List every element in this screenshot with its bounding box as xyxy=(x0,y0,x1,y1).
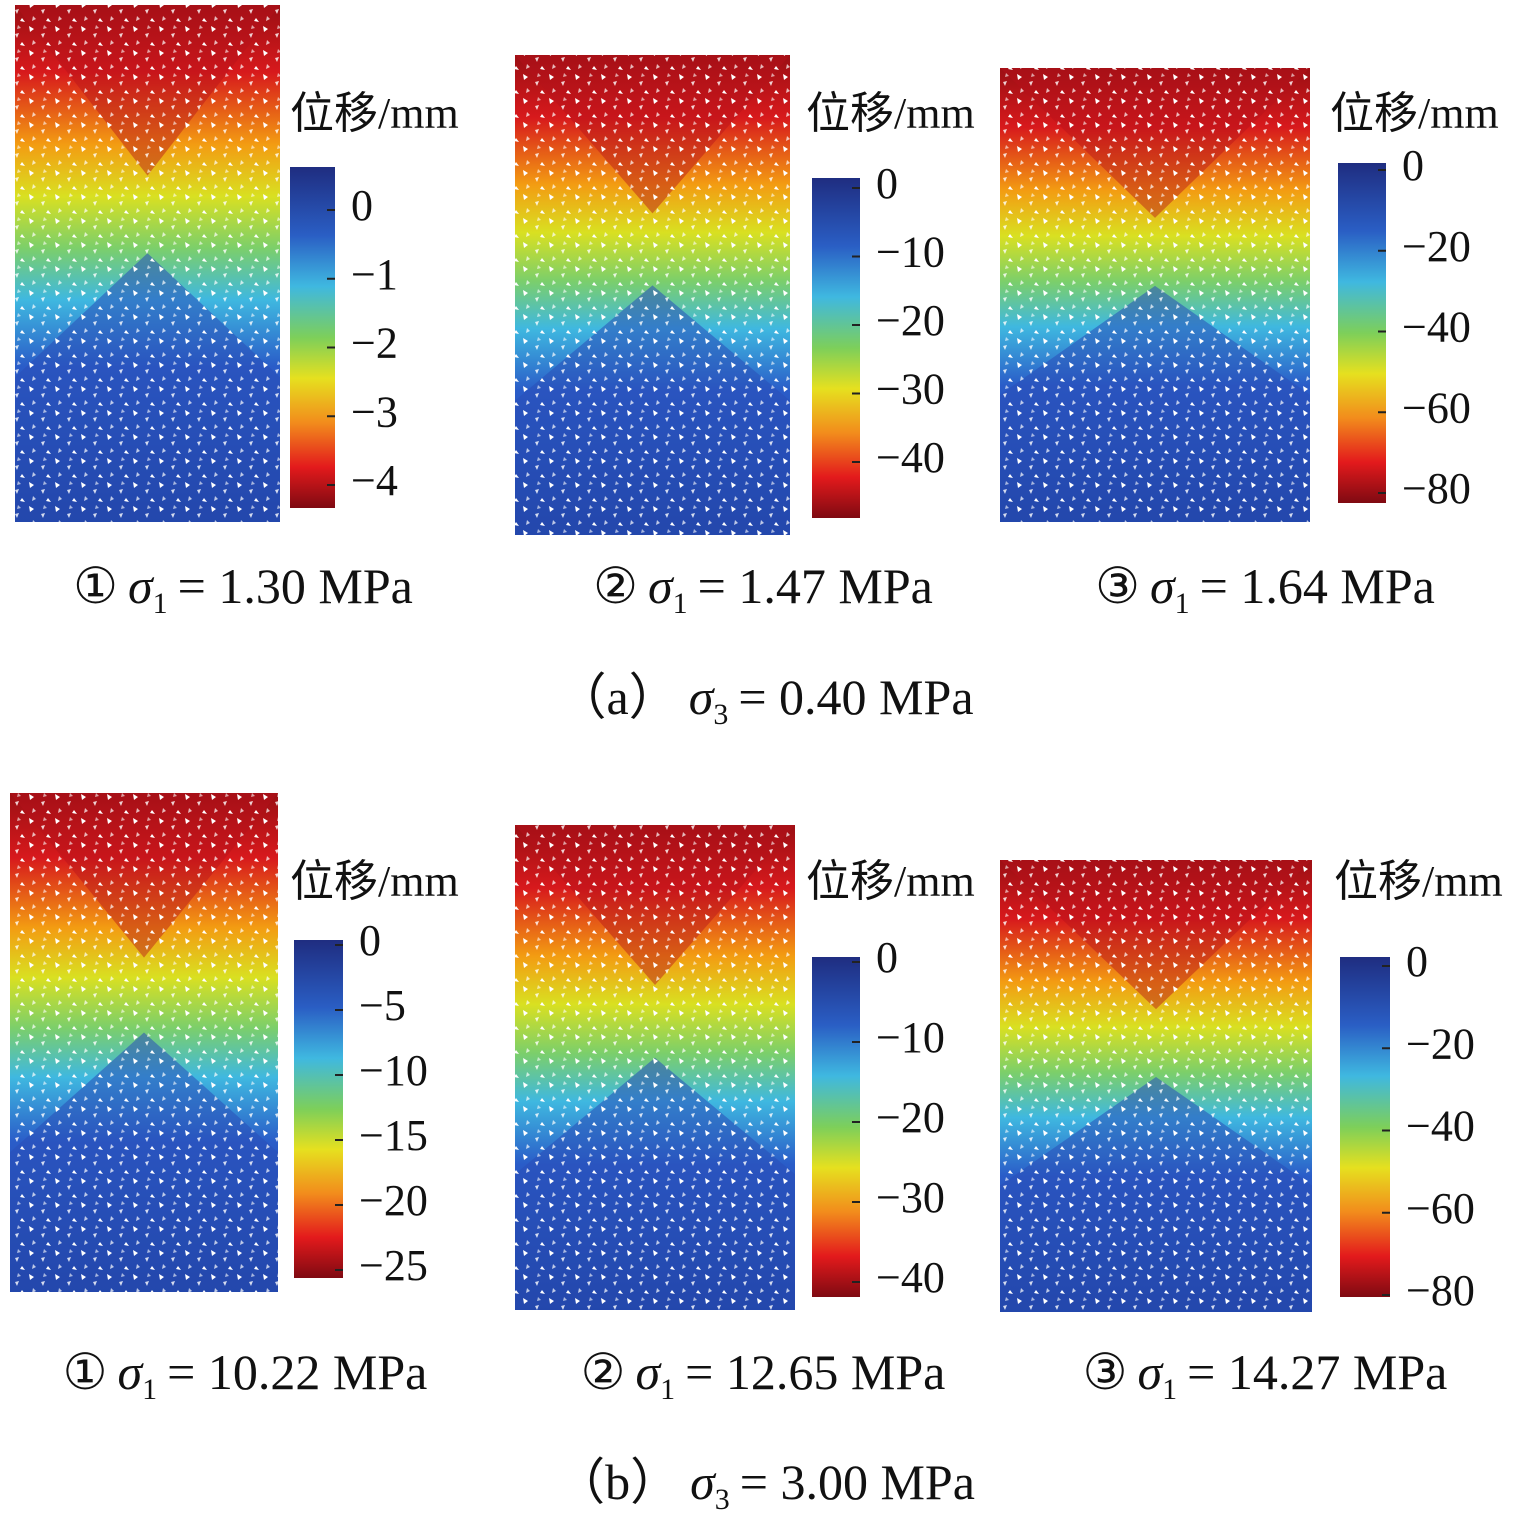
colorbar-tick-label: 0 xyxy=(1402,141,1424,190)
colorbar-tick-label: −80 xyxy=(1406,1266,1475,1315)
caption-marker: ① xyxy=(73,558,118,614)
colorbar-title: 位移/mm xyxy=(806,857,975,906)
caption: ② σ1 = 1.47 MPa xyxy=(593,558,933,619)
caption-marker: ② xyxy=(581,1344,626,1400)
caption-symbol: σ xyxy=(128,558,155,614)
colorbar-tick-label: −5 xyxy=(359,981,406,1030)
colorbar-tick-label: −25 xyxy=(359,1241,428,1290)
colorbar-tick-label: −40 xyxy=(1402,303,1471,352)
colorbar-tick-label: −2 xyxy=(351,319,398,368)
caption: ③ σ1 = 14.27 MPa xyxy=(1083,1344,1448,1405)
colorbar-title: 位移/mm xyxy=(806,89,975,138)
particle-texture xyxy=(515,55,790,535)
caption-sub: 1 xyxy=(660,1373,675,1406)
caption-symbol: σ xyxy=(1150,558,1177,614)
caption-symbol: σ xyxy=(689,669,716,725)
caption-sub: 1 xyxy=(1162,1373,1177,1406)
particle-texture xyxy=(1000,860,1312,1312)
colorbar-tick-label: −10 xyxy=(876,228,945,277)
caption-text: = 1.30 MPa xyxy=(178,558,413,614)
caption-symbol: σ xyxy=(690,1454,717,1510)
caption-text: = 3.00 MPa xyxy=(740,1454,975,1510)
colorbar-title: 位移/mm xyxy=(290,89,459,138)
particle-texture xyxy=(10,793,278,1292)
caption-text: = 10.22 MPa xyxy=(167,1344,427,1400)
caption: （b） σ3 = 3.00 MPa xyxy=(555,1454,975,1515)
caption-symbol: σ xyxy=(648,558,675,614)
colorbar-tick-label: −40 xyxy=(876,433,945,482)
caption-symbol: σ xyxy=(1138,1344,1165,1400)
colorbar-tick-label: −10 xyxy=(359,1046,428,1095)
colorbar-tick-label: −20 xyxy=(1402,222,1471,271)
colorbar-tick-label: −20 xyxy=(359,1176,428,1225)
colorbar-tick-label: −1 xyxy=(351,250,398,299)
caption-text: = 14.27 MPa xyxy=(1187,1344,1447,1400)
colorbar-tick-label: −30 xyxy=(876,1173,945,1222)
colorbar-tick-label: −20 xyxy=(876,1093,945,1142)
caption-symbol: σ xyxy=(118,1344,145,1400)
colorbar-title: 位移/mm xyxy=(1330,89,1499,138)
colorbar xyxy=(290,167,335,508)
caption: ③ σ1 = 1.64 MPa xyxy=(1095,558,1435,619)
particle-texture xyxy=(515,825,795,1310)
colorbar-tick-label: 0 xyxy=(1406,937,1428,986)
colorbar xyxy=(294,940,343,1278)
caption-prefix: （a） xyxy=(556,669,678,725)
caption-text: = 1.47 MPa xyxy=(698,558,933,614)
caption-prefix: （b） xyxy=(555,1454,680,1510)
caption: ① σ1 = 1.30 MPa xyxy=(73,558,413,619)
colorbar-tick-label: −60 xyxy=(1402,383,1471,432)
caption-sub: 1 xyxy=(153,587,168,620)
colorbar-tick-label: −10 xyxy=(876,1013,945,1062)
colorbar-tick-label: 0 xyxy=(351,181,373,230)
caption-text: = 0.40 MPa xyxy=(738,669,973,725)
colorbar-tick-label: −40 xyxy=(876,1253,945,1302)
colorbar-tick-label: −4 xyxy=(351,456,398,505)
particle-texture xyxy=(1000,68,1310,522)
caption-marker: ② xyxy=(593,558,638,614)
colorbar-tick-label: −40 xyxy=(1406,1102,1475,1151)
caption-text: = 12.65 MPa xyxy=(685,1344,945,1400)
colorbar xyxy=(1340,957,1390,1297)
caption-marker: ③ xyxy=(1083,1344,1128,1400)
colorbar-tick-label: 0 xyxy=(359,916,381,965)
particle-texture xyxy=(15,5,280,522)
colorbar-tick-label: −20 xyxy=(1406,1019,1475,1068)
colorbar-title: 位移/mm xyxy=(1334,857,1503,906)
caption-symbol: σ xyxy=(636,1344,663,1400)
colorbar-tick-label: −15 xyxy=(359,1111,428,1160)
caption: ① σ1 = 10.22 MPa xyxy=(63,1344,428,1405)
caption-sub: 1 xyxy=(673,587,688,620)
caption-sub: 3 xyxy=(713,698,728,731)
colorbar-tick-label: −20 xyxy=(876,296,945,345)
caption: ② σ1 = 12.65 MPa xyxy=(581,1344,946,1405)
colorbar-title: 位移/mm xyxy=(290,857,459,906)
colorbar-tick-label: 0 xyxy=(876,159,898,208)
caption-sub: 1 xyxy=(142,1373,157,1406)
caption-text: = 1.64 MPa xyxy=(1200,558,1435,614)
colorbar-tick-label: −30 xyxy=(876,365,945,414)
colorbar-tick-label: −3 xyxy=(351,387,398,436)
colorbar-tick-label: 0 xyxy=(876,933,898,982)
colorbar xyxy=(812,178,860,518)
colorbar-tick-label: −80 xyxy=(1402,464,1471,513)
caption: （a） σ3 = 0.40 MPa xyxy=(556,669,973,730)
caption-marker: ③ xyxy=(1095,558,1140,614)
colorbar xyxy=(812,957,860,1297)
caption-marker: ① xyxy=(63,1344,108,1400)
caption-sub: 1 xyxy=(1175,587,1190,620)
caption-sub: 3 xyxy=(715,1483,730,1516)
colorbar-tick-label: −60 xyxy=(1406,1184,1475,1233)
colorbar xyxy=(1338,163,1386,503)
